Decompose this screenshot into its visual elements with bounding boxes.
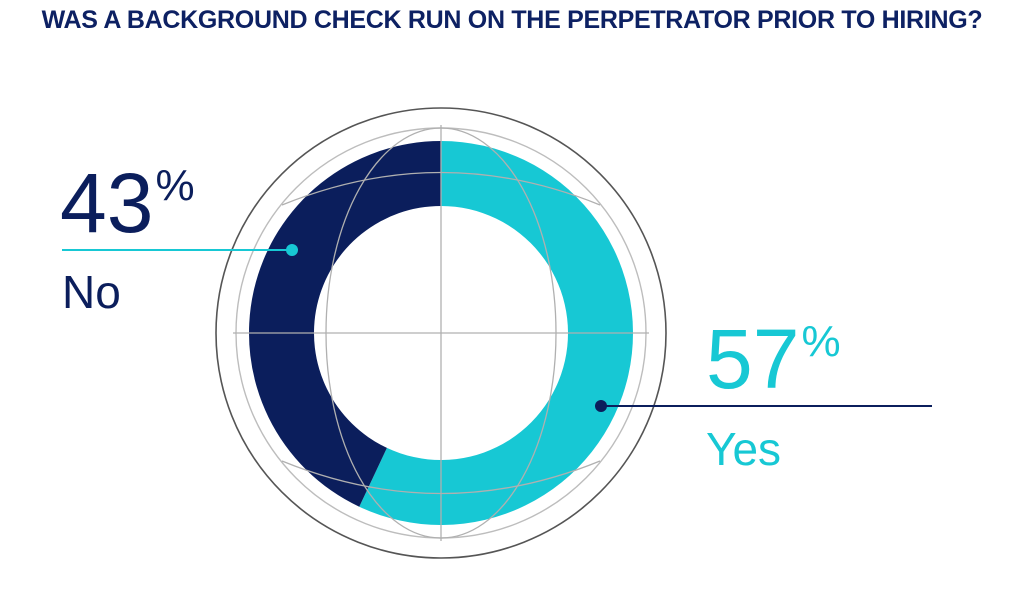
category-label-yes: Yes [706, 423, 781, 475]
unit-label-yes: % [801, 317, 840, 366]
unit-label-no: % [155, 161, 194, 210]
leader-dot-no [286, 244, 298, 256]
value-label-no: 43 [60, 156, 153, 250]
value-label-yes: 57 [706, 312, 799, 406]
chart-title: WAS A BACKGROUND CHECK RUN ON THE PERPET… [41, 6, 983, 34]
grid-meridian [325, 127, 557, 539]
category-label-no: No [62, 266, 121, 318]
slice-labels: 43 % No 57 % Yes [60, 156, 932, 475]
grid-parallel-top [281, 171, 601, 206]
outer-ring [215, 107, 667, 559]
leader-dot-yes [595, 400, 607, 412]
donut-slices [248, 141, 633, 525]
slice-yes [359, 141, 633, 525]
globe-grid [233, 125, 649, 541]
slice-no [248, 141, 441, 507]
grid-parallel-bottom [281, 460, 601, 495]
